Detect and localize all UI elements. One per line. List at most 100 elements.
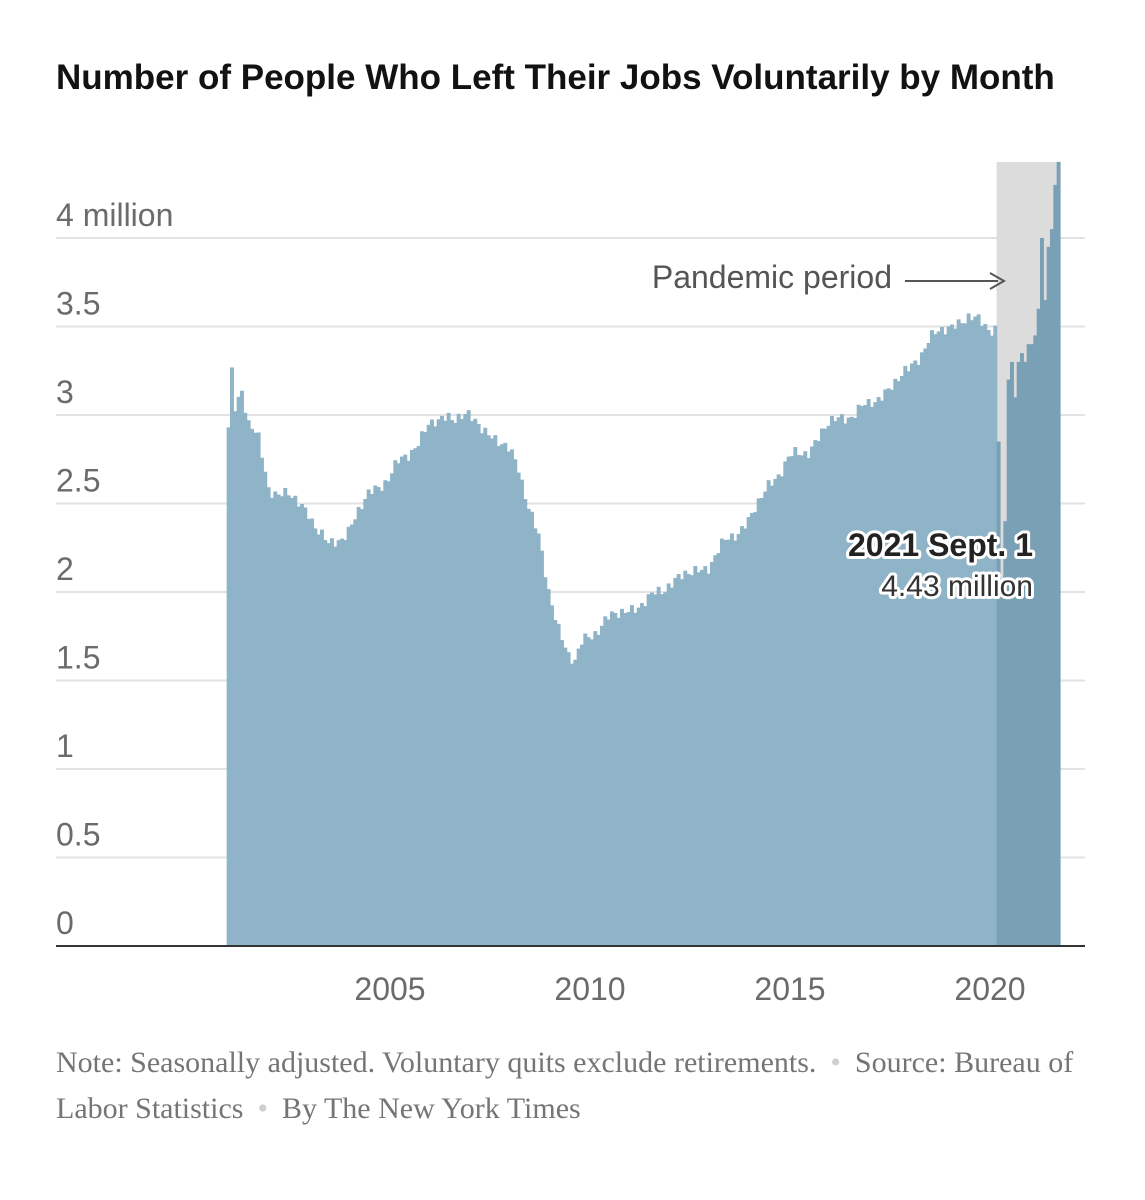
bar (686, 574, 691, 946)
bar (333, 546, 338, 946)
bar (930, 330, 934, 946)
chart-title: Number of People Who Left Their Jobs Vol… (56, 58, 1055, 97)
bar (666, 583, 671, 946)
bar (636, 607, 641, 946)
bar (933, 334, 938, 947)
bar (396, 463, 401, 946)
x-tick-label: 2005 (354, 971, 425, 1007)
bar (383, 480, 388, 946)
bar (613, 612, 618, 946)
bar (433, 426, 438, 946)
bar (806, 458, 811, 946)
bar (263, 471, 268, 946)
bar (720, 538, 724, 946)
bar (740, 526, 744, 946)
bar (363, 498, 368, 946)
callout-date-label: 2021 Sept. 1 (848, 527, 1033, 563)
bar (230, 367, 234, 946)
bar (653, 594, 658, 946)
bar (346, 526, 351, 946)
bar (410, 449, 414, 946)
bar (950, 324, 954, 946)
bar (683, 570, 688, 946)
bar (1053, 184, 1058, 946)
bar (306, 518, 311, 946)
bar (486, 435, 491, 946)
bar (836, 417, 841, 946)
bar (656, 586, 661, 946)
bar (923, 348, 928, 946)
bar (1023, 361, 1028, 946)
bar (946, 326, 951, 946)
bar (780, 476, 784, 946)
bar (326, 543, 331, 946)
bar (726, 539, 731, 946)
bar (736, 533, 741, 946)
bar (996, 441, 1001, 946)
bar (336, 540, 341, 946)
bar (360, 509, 364, 946)
bar (226, 427, 231, 946)
bar (1033, 335, 1038, 947)
bar (1000, 583, 1004, 946)
bar (803, 451, 808, 946)
y-tick-label: 0.5 (56, 817, 100, 853)
bar (746, 517, 751, 946)
bar (870, 406, 874, 946)
y-tick-label: 0 (56, 905, 74, 941)
bar (1056, 161, 1061, 946)
bar (733, 540, 738, 946)
bar (376, 487, 381, 946)
bar (730, 533, 734, 946)
bar (373, 485, 378, 946)
bar (566, 652, 571, 946)
bar (776, 474, 781, 946)
bar (633, 612, 638, 946)
bar (463, 414, 468, 946)
bar (816, 440, 821, 946)
bar (886, 388, 891, 947)
bar (1013, 397, 1018, 946)
x-axis-labels: 2005 2010 2015 2020 (354, 971, 1025, 1007)
bar (1006, 379, 1011, 947)
y-tick-label: 1 (56, 728, 74, 764)
y-tick-label: 1.5 (56, 640, 100, 676)
bar (616, 617, 621, 946)
bar (296, 506, 301, 946)
bar (590, 639, 594, 946)
bar (696, 572, 701, 946)
bar (546, 589, 551, 946)
bar (673, 577, 678, 946)
bar (1003, 521, 1008, 946)
bar (783, 461, 788, 946)
bar (480, 433, 484, 946)
bar (323, 540, 328, 946)
x-tick-label: 2015 (754, 971, 825, 1007)
bar (556, 623, 561, 946)
bar (310, 518, 314, 946)
bar (560, 640, 564, 946)
bar (436, 419, 441, 946)
separator-dot-icon: • (257, 1092, 268, 1125)
bar (713, 555, 718, 946)
bar (813, 440, 818, 946)
bar (643, 606, 648, 946)
bar (723, 539, 728, 946)
bar (876, 397, 881, 946)
separator-dot-icon: • (830, 1046, 841, 1079)
bar (883, 389, 888, 946)
bar (520, 479, 524, 946)
bar (593, 631, 598, 946)
bar (266, 487, 271, 946)
bar (853, 417, 858, 946)
bar (846, 417, 851, 946)
bar (353, 519, 358, 946)
y-tick-label: 3.5 (56, 286, 100, 322)
bar (540, 550, 544, 946)
bar (976, 314, 981, 946)
bar (370, 494, 374, 946)
bar (236, 396, 241, 947)
bar (316, 534, 321, 946)
bar (650, 592, 654, 946)
bar (663, 592, 668, 946)
